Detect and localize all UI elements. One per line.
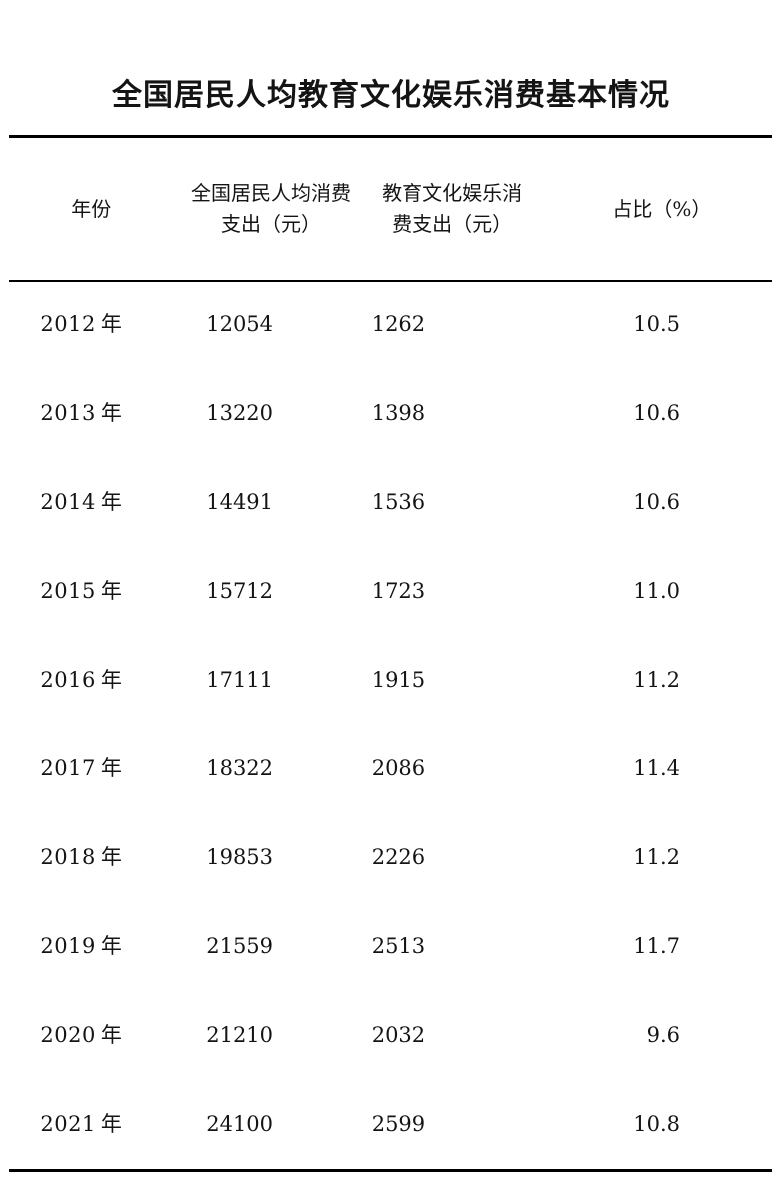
cell-education-expenditure: 1262 (371, 312, 426, 337)
table-row: 2012 年 12054 1262 10.5 (9, 280, 772, 369)
cell-share-percent: 11.7 (633, 933, 680, 958)
cell-share-percent: 10.6 (633, 401, 680, 426)
table-row: 2013 年 13220 1398 10.6 (9, 369, 772, 458)
cell-year-number: 2019 (40, 933, 96, 958)
cell-year-number: 2021 (40, 1111, 96, 1136)
cell-education-expenditure: 2226 (371, 845, 426, 870)
cell-year: 2015 年 (9, 577, 155, 605)
rule-bottom (9, 1169, 772, 1172)
cell-share-percent: 10.8 (633, 1111, 680, 1136)
column-header-education-expenditure-line1: 教育文化娱乐消 (382, 181, 523, 205)
cell-share-percent: 11.2 (633, 845, 680, 870)
column-header-year-line1: 年份 (71, 196, 112, 221)
cell-total-expenditure: 15712 (206, 578, 274, 603)
cell-education-expenditure: 2086 (371, 756, 426, 781)
table-row: 2020 年 21210 2032 9.6 (9, 990, 772, 1079)
cell-education-expenditure: 1398 (371, 401, 426, 426)
table-row: 2014 年 14491 1536 10.6 (9, 458, 772, 547)
cell-year-suffix: 年 (100, 1022, 122, 1047)
cell-year-suffix: 年 (100, 578, 122, 603)
cell-total-expenditure: 19853 (206, 845, 274, 870)
table-row: 2015 年 15712 1723 11.0 (9, 546, 772, 635)
cell-year-number: 2016 (40, 667, 96, 692)
cell-year-number: 2012 (40, 312, 96, 337)
cell-share-percent: 11.4 (633, 756, 680, 781)
cell-year: 2012 年 (9, 310, 155, 338)
rule-header (9, 280, 772, 282)
table-row: 2016 年 17111 1915 11.2 (9, 635, 772, 724)
column-header-education-expenditure-line2: 费支出（元） (392, 212, 513, 236)
table-row: 2021 年 24100 2599 10.8 (9, 1079, 772, 1168)
cell-year-suffix: 年 (100, 756, 122, 781)
cell-share-percent: 10.5 (633, 312, 680, 337)
cell-year-suffix: 年 (100, 667, 122, 692)
table-row: 2017 年 18322 2086 11.4 (9, 724, 772, 813)
cell-year: 2020 年 (9, 1021, 155, 1049)
cell-year-suffix: 年 (100, 489, 122, 514)
column-header-total-expenditure-line1: 全国居民人均消费 (191, 181, 352, 205)
column-header-total-expenditure-line2: 支出（元） (221, 212, 322, 236)
table-row: 2018 年 19853 2226 11.2 (9, 813, 772, 902)
cell-total-expenditure: 17111 (206, 667, 274, 692)
cell-education-expenditure: 2599 (371, 1111, 426, 1136)
table-body: 2012 年 12054 1262 10.5 2013 年 13220 1398 10.6 2014… (9, 280, 772, 1168)
cell-year: 2018 年 (9, 843, 155, 871)
cell-year-number: 2017 (40, 756, 96, 781)
cell-year: 2017 年 (9, 754, 155, 782)
cell-share-percent: 9.6 (646, 1022, 680, 1047)
statistics-table: 年份 全国居民人均消费 支出（元） 教育文化娱乐消 费支出（元） 占比（%） 2… (9, 138, 772, 1168)
cell-year: 2013 年 (9, 399, 155, 427)
column-header-education-expenditure: 教育文化娱乐消 费支出（元） (362, 178, 549, 240)
cell-year-number: 2015 (40, 578, 96, 603)
cell-education-expenditure: 1915 (371, 667, 426, 692)
cell-year-number: 2014 (40, 489, 96, 514)
column-header-year: 年份 (9, 194, 175, 225)
cell-total-expenditure: 13220 (206, 401, 274, 426)
cell-year-suffix: 年 (100, 1111, 122, 1136)
cell-education-expenditure: 2513 (371, 933, 426, 958)
cell-year-suffix: 年 (100, 845, 122, 870)
cell-total-expenditure: 18322 (206, 756, 274, 781)
cell-total-expenditure: 12054 (206, 312, 274, 337)
cell-share-percent: 11.0 (633, 578, 680, 603)
column-header-share: 占比（%） (549, 194, 772, 225)
cell-total-expenditure: 14491 (206, 489, 274, 514)
cell-year: 2021 年 (9, 1110, 155, 1138)
cell-year-suffix: 年 (100, 933, 122, 958)
page-title: 全国居民人均教育文化娱乐消费基本情况 (112, 78, 670, 113)
rule-top (9, 135, 772, 138)
cell-education-expenditure: 1723 (371, 578, 426, 603)
cell-total-expenditure: 21559 (206, 933, 274, 958)
table-header-row: 年份 全国居民人均消费 支出（元） 教育文化娱乐消 费支出（元） 占比（%） (9, 138, 772, 280)
cell-year-number: 2018 (40, 845, 96, 870)
cell-year-suffix: 年 (100, 401, 122, 426)
cell-total-expenditure: 21210 (206, 1022, 274, 1047)
cell-education-expenditure: 1536 (371, 489, 426, 514)
cell-total-expenditure: 24100 (206, 1111, 274, 1136)
cell-year-suffix: 年 (100, 312, 122, 337)
table-row: 2019 年 21559 2513 11.7 (9, 902, 772, 991)
column-header-total-expenditure: 全国居民人均消费 支出（元） (175, 178, 361, 240)
column-header-share-line1: 占比（%） (612, 196, 712, 221)
cell-share-percent: 11.2 (633, 667, 680, 692)
cell-share-percent: 10.6 (633, 489, 680, 514)
cell-year-number: 2020 (40, 1022, 96, 1047)
cell-year-number: 2013 (40, 401, 96, 426)
cell-education-expenditure: 2032 (371, 1022, 426, 1047)
cell-year: 2019 年 (9, 932, 155, 960)
cell-year: 2014 年 (9, 488, 155, 516)
cell-year: 2016 年 (9, 666, 155, 694)
